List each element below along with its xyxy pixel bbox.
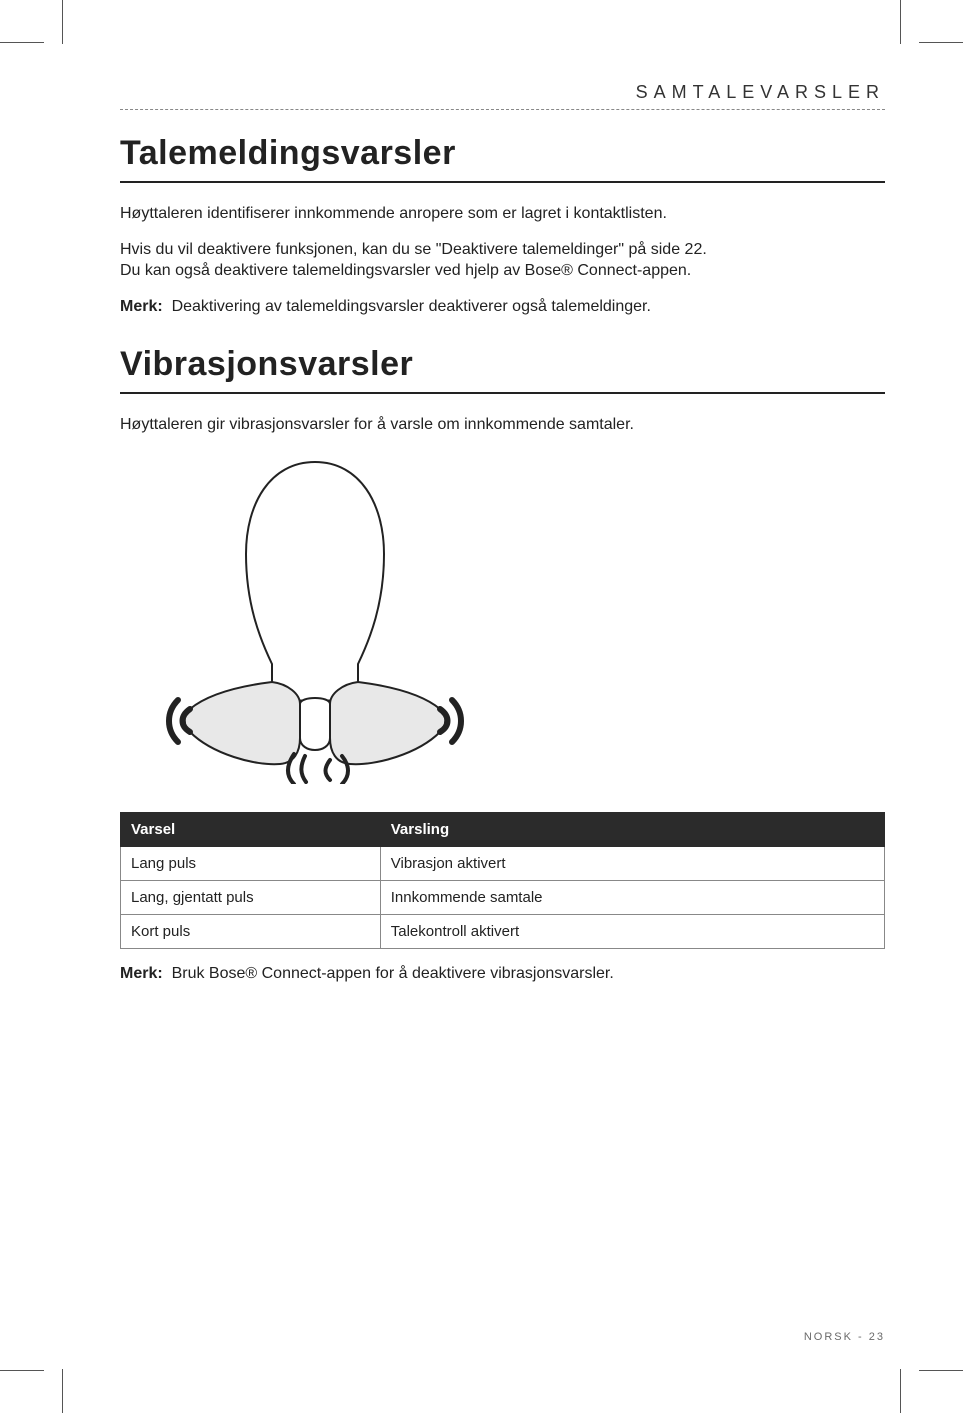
table-header-varsel: Varsel — [121, 812, 381, 846]
section-header: SAMTALEVARSLER — [120, 82, 885, 109]
crop-mark — [0, 42, 44, 43]
neck-speaker-illustration — [160, 454, 470, 784]
table-cell: Lang puls — [121, 846, 381, 880]
page-content: SAMTALEVARSLER Talemeldingsvarsler Høytt… — [120, 82, 885, 999]
table-cell: Talekontroll aktivert — [380, 914, 884, 948]
note: Merk: Bruk Bose® Connect-appen for å dea… — [120, 963, 885, 985]
crop-mark — [919, 42, 963, 43]
page-number: NORSK - 23 — [804, 1331, 885, 1343]
note-text: Bruk Bose® Connect-appen for å deaktiver… — [172, 965, 614, 982]
table-header-varsling: Varsling — [380, 812, 884, 846]
note-label: Merk: — [120, 298, 163, 315]
crop-mark — [0, 1370, 44, 1371]
heading-vibrasjonsvarsler: Vibrasjonsvarsler — [120, 345, 885, 394]
table-cell: Kort puls — [121, 914, 381, 948]
crop-mark — [900, 1369, 901, 1413]
note-label: Merk: — [120, 965, 163, 982]
heading-talemeldingsvarsler: Talemeldingsvarsler — [120, 134, 885, 183]
crop-mark — [62, 1369, 63, 1413]
table-row: Lang, gjentatt puls Innkommende samtale — [121, 880, 885, 914]
note-text: Deaktivering av talemeldingsvarsler deak… — [172, 298, 651, 315]
crop-mark — [62, 0, 63, 44]
paragraph-line: Hvis du vil deaktivere funksjonen, kan d… — [120, 241, 707, 258]
paragraph: Høyttaleren identifiserer innkommende an… — [120, 203, 885, 225]
note: Merk: Deaktivering av talemeldingsvarsle… — [120, 296, 885, 318]
table-cell: Innkommende samtale — [380, 880, 884, 914]
paragraph-line: Du kan også deaktivere talemeldingsvarsl… — [120, 262, 691, 279]
dashed-rule — [120, 109, 885, 110]
crop-mark — [919, 1370, 963, 1371]
crop-mark — [900, 0, 901, 44]
paragraph: Hvis du vil deaktivere funksjonen, kan d… — [120, 239, 885, 282]
table-row: Kort puls Talekontroll aktivert — [121, 914, 885, 948]
paragraph: Høyttaleren gir vibrasjonsvarsler for å … — [120, 414, 885, 436]
table-cell: Vibrasjon aktivert — [380, 846, 884, 880]
alert-table: Varsel Varsling Lang puls Vibrasjon akti… — [120, 812, 885, 949]
table-row: Lang puls Vibrasjon aktivert — [121, 846, 885, 880]
table-header-row: Varsel Varsling — [121, 812, 885, 846]
table-cell: Lang, gjentatt puls — [121, 880, 381, 914]
